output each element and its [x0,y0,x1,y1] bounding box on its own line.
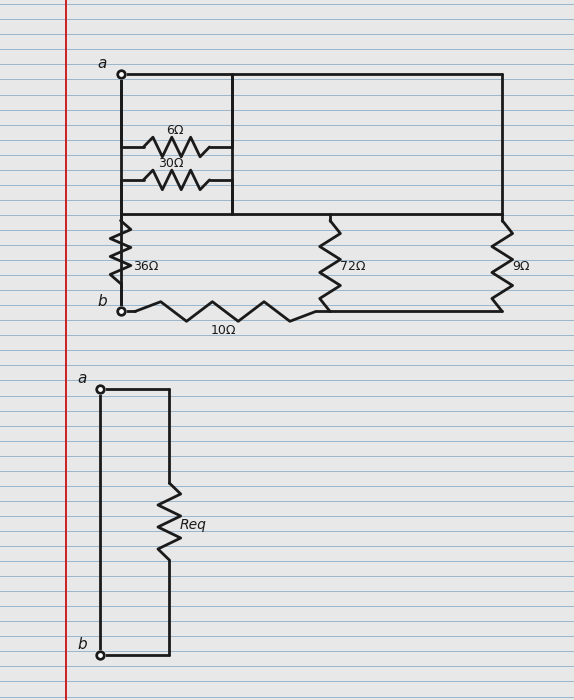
Text: 72Ω: 72Ω [340,260,366,272]
Text: a: a [77,371,87,386]
Text: b: b [98,294,107,309]
Text: b: b [77,637,87,652]
Text: Req: Req [180,517,207,531]
Text: 9Ω: 9Ω [513,260,530,272]
Text: 10Ω: 10Ω [211,324,236,337]
Text: 30Ω: 30Ω [158,158,183,170]
Text: 36Ω: 36Ω [133,260,158,272]
Text: a: a [98,56,107,71]
Text: 6Ω: 6Ω [166,125,184,137]
